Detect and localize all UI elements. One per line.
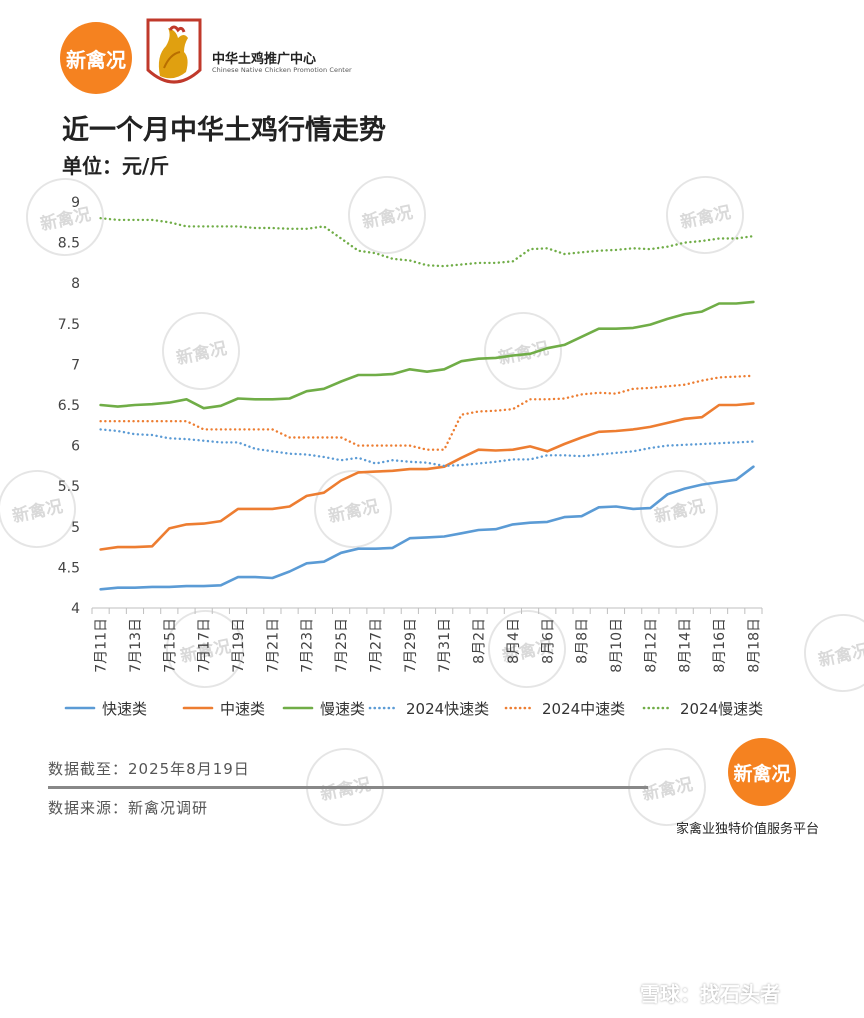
rooster-logo-icon [146, 18, 202, 84]
y-tick-label: 7.5 [58, 317, 80, 333]
y-tick-label: 9 [71, 195, 80, 211]
chart-title: 近一个月中华土鸡行情走势 [62, 115, 386, 146]
chart-unit: 单位：元/斤 [62, 154, 170, 178]
x-tick-label: 8月18日 [746, 618, 762, 673]
x-tick-label: 8月12日 [643, 618, 659, 673]
legend-label: 快速类 [102, 700, 147, 718]
legend-label: 2024慢速类 [680, 700, 763, 718]
series-line [99, 216, 755, 268]
y-tick-label: 8.5 [58, 236, 80, 252]
y-tick-label: 6.5 [58, 398, 80, 414]
x-tick-label: 7月29日 [403, 618, 419, 673]
series-line [99, 465, 755, 591]
x-tick-label: 7月15日 [162, 618, 178, 673]
line-chart: 4 4.5 5 5.5 6 6.5 7 7.5 8 8.5 9 7月11日 7月13日 7月15日 7月17… [58, 195, 763, 718]
x-tick-label: 8月4日 [506, 618, 522, 664]
x-tick-label: 8月10日 [609, 618, 625, 673]
slogan: 家禽业独特价值服务平台 [676, 822, 820, 837]
legend-label: 慢速类 [320, 700, 365, 718]
x-tick-label: 7月27日 [368, 618, 384, 673]
x-tick-label: 7月25日 [334, 618, 350, 673]
logo-text: 新禽况 [733, 762, 791, 785]
org-name-en: Chinese Native Chicken Promotion Center [212, 66, 352, 74]
data-date: 数据截至：2025年8月19日 [48, 760, 250, 778]
y-tick-label: 4.5 [58, 560, 80, 576]
y-tick-label: 7 [71, 357, 80, 373]
x-tick-label: 7月17日 [197, 618, 213, 673]
xinqinkuang-logo-bottom: 新禽况 [728, 738, 796, 806]
x-tick-label: 7月19日 [231, 618, 247, 673]
legend-label: 中速类 [220, 700, 265, 718]
x-tick-label: 7月21日 [265, 618, 281, 673]
y-tick-label: 4 [71, 601, 80, 617]
x-tick-label: 7月31日 [437, 618, 453, 673]
x-tick-label: 7月11日 [94, 618, 110, 673]
x-tick-label: 8月6日 [540, 618, 556, 664]
y-tick-label: 8 [71, 276, 80, 292]
legend-label: 2024快速类 [406, 700, 489, 718]
x-tick-label: 8月8日 [575, 618, 591, 664]
legend-label: 2024中速类 [542, 700, 625, 718]
series-line [99, 428, 755, 468]
xueqiu-watermark: 雪球：找石头者 [640, 982, 780, 1006]
x-tick-label: 7月13日 [128, 618, 144, 673]
x-tick-label: 8月16日 [712, 618, 728, 673]
xinqinkuang-logo: 新禽况 [60, 22, 132, 94]
org-name-cn: 中华土鸡推广中心 [212, 52, 317, 67]
y-tick-label: 5.5 [58, 479, 80, 495]
divider [48, 786, 648, 789]
series-line [99, 402, 755, 551]
data-source: 数据来源：新禽况调研 [48, 799, 209, 817]
x-tick-label: 7月23日 [300, 618, 316, 673]
series-line [99, 300, 755, 410]
series-line [99, 374, 755, 451]
x-tick-label: 8月2日 [472, 618, 488, 664]
y-tick-label: 6 [71, 439, 80, 455]
y-tick-label: 5 [71, 520, 80, 536]
logo-text: 新禽况 [66, 47, 126, 72]
x-tick-label: 8月14日 [678, 618, 694, 673]
